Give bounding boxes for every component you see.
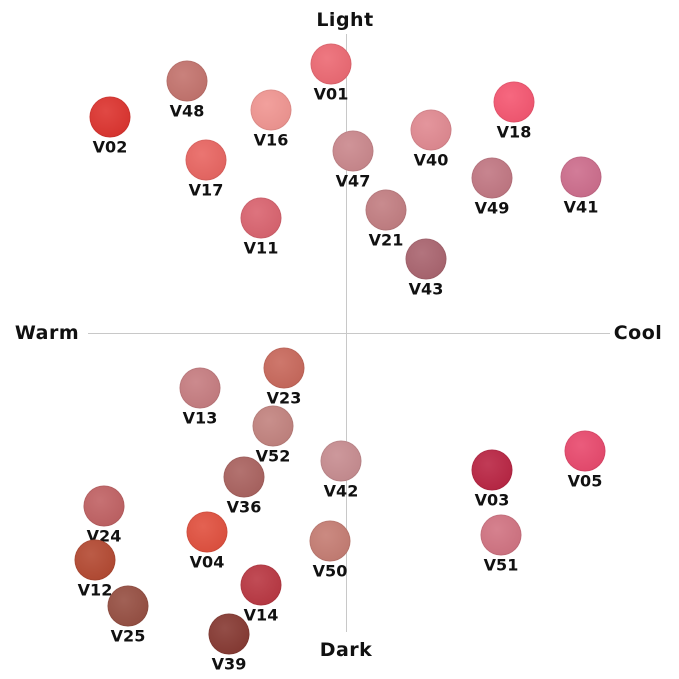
shade-swatch-v18 <box>493 81 535 123</box>
shade-label: V23 <box>266 388 302 408</box>
shade-label: V40 <box>413 150 449 170</box>
shade-swatch-v05 <box>564 430 606 472</box>
shade-label: V11 <box>243 238 279 258</box>
shade-label: V50 <box>312 561 348 581</box>
shade-swatch-v02 <box>89 96 131 138</box>
axis-label-light: Light <box>316 9 374 31</box>
shade-label: V14 <box>243 605 279 625</box>
shade-swatch-v47 <box>332 130 374 172</box>
shade-swatch-v03 <box>471 449 513 491</box>
shade-label: V47 <box>335 171 371 191</box>
shade-swatch-v36 <box>223 456 265 498</box>
shade-swatch-v48 <box>166 60 208 102</box>
shade-label: V17 <box>188 180 224 200</box>
shade-label: V49 <box>474 198 510 218</box>
shade-swatch-v39 <box>208 613 250 655</box>
shade-swatch-v52 <box>252 405 294 447</box>
axis-label-warm: Warm <box>14 322 80 344</box>
axis-label-cool: Cool <box>613 322 663 344</box>
shade-swatch-v49 <box>471 157 513 199</box>
shade-swatch-v12 <box>74 539 116 581</box>
shade-swatch-v42 <box>320 440 362 482</box>
shade-label: V01 <box>313 84 349 104</box>
shade-label: V42 <box>323 481 359 501</box>
shade-label: V43 <box>408 279 444 299</box>
shade-label: V02 <box>92 137 128 157</box>
shade-swatch-v43 <box>405 238 447 280</box>
shade-swatch-v17 <box>185 139 227 181</box>
shade-swatch-v50 <box>309 520 351 562</box>
shade-swatch-v11 <box>240 197 282 239</box>
shade-label: V39 <box>211 654 247 674</box>
horizontal-axis-line <box>88 333 610 334</box>
shade-label: V36 <box>226 497 262 517</box>
shade-swatch-v21 <box>365 189 407 231</box>
shade-label: V05 <box>567 471 603 491</box>
shade-swatch-v41 <box>560 156 602 198</box>
shade-swatch-v23 <box>263 347 305 389</box>
shade-label: V16 <box>253 130 289 150</box>
shade-swatch-v16 <box>250 89 292 131</box>
shade-swatch-v24 <box>83 485 125 527</box>
shade-label: V52 <box>255 446 291 466</box>
axis-label-dark: Dark <box>319 639 373 661</box>
shade-label: V03 <box>474 490 510 510</box>
shade-label: V04 <box>189 552 225 572</box>
shade-swatch-v40 <box>410 109 452 151</box>
shade-label: V25 <box>110 626 146 646</box>
shade-label: V48 <box>169 101 205 121</box>
shade-swatch-v14 <box>240 564 282 606</box>
shade-label: V21 <box>368 230 404 250</box>
shade-swatch-v25 <box>107 585 149 627</box>
shade-swatch-v04 <box>186 511 228 553</box>
shade-swatch-v51 <box>480 514 522 556</box>
shade-label: V18 <box>496 122 532 142</box>
shade-swatch-v13 <box>179 367 221 409</box>
shade-swatch-v01 <box>310 43 352 85</box>
shade-label: V41 <box>563 197 599 217</box>
shade-label: V51 <box>483 555 519 575</box>
shade-label: V12 <box>77 580 113 600</box>
shade-label: V13 <box>182 408 218 428</box>
